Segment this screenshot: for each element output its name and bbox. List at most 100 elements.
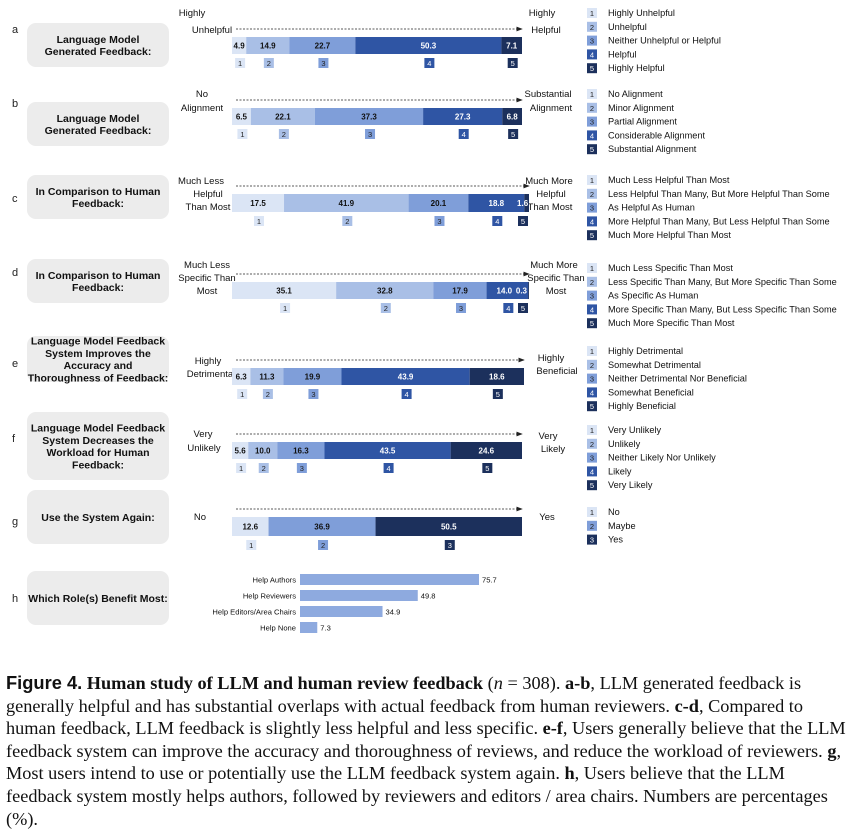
panel-f-index-number-2: 2 [262,464,266,473]
panel-b-value-label-2: 22.1 [275,113,291,122]
panel-b-left-label-line: Alignment [181,103,224,114]
panel-f-index-number-3: 3 [300,464,304,473]
panel-b-index-number-2: 2 [282,130,286,139]
panel-e-index-badge-1 [237,389,248,399]
panel-d-legend-swatch-1 [587,263,597,273]
panel-e-index-badge-4 [401,389,412,399]
panel-f-right-label-line: Likely [541,444,566,455]
panel-h-role-label-3: Help Editors/Area Chairs [212,608,296,617]
panel-f-legend-number-3: 3 [590,454,594,463]
caption-tag-ef: e-f [542,718,563,739]
panel-g-value-label-3: 50.5 [441,523,457,532]
panel-f-index-badge-2 [258,463,269,473]
panel-a-index-number-1: 1 [238,59,242,68]
panel-g-segment-1 [232,517,269,536]
panel-e-legend-number-2: 2 [590,361,594,370]
panel-e-index-number-5: 5 [496,390,500,399]
panel-d-question-line: In Comparison to Human [36,270,161,282]
panel-f-segment-3 [277,442,325,459]
panel-g-legend-label-2: Maybe [608,521,636,531]
panel-d-index-number-4: 4 [506,304,510,313]
panel-f-left-label-line: Unlikely [187,443,221,454]
panel-d-segment-1 [232,282,337,299]
panel-c-legend-label-2: Less Helpful Than Many, But More Helpful… [608,189,830,199]
panel-h-role-value-2: 49.8 [421,592,436,601]
panel-a-legend-swatch-1 [587,8,597,18]
panel-a-question-box [27,23,169,67]
panel-h-role-value-4: 7.3 [320,624,331,633]
panel-c-segment-3 [408,194,469,212]
panel-b-legend-label-5: Substantial Alignment [608,144,697,154]
panel-d-segment-4 [486,282,529,299]
panel-d-legend-swatch-2 [587,276,597,287]
panel-f-legend-label-2: Unlikely [608,439,641,449]
panel-b-segment-3 [314,108,424,125]
panel-c-legend-label-4: More Helpful Than Many, But Less Helpful… [608,216,830,226]
panel-b-question-box [27,102,169,146]
panel-f-left-label-line: Very [193,429,212,440]
caption-text-ef: , Users generally believe that the LLM f… [6,718,846,761]
caption-text-ab: , LLM generated feedback is generally he… [6,673,802,716]
panel-b-segment-1 [232,108,251,125]
panel-e-index-badge-2 [262,389,273,399]
panel-f-segment-1 [232,442,249,459]
panel-e-letter: e [12,358,18,370]
panel-c-value-label-3: 20.1 [431,199,447,208]
panel-g-index-badge-3 [444,540,455,550]
panel-e-right-label-line: Highly [538,353,565,364]
panel-g-index-badge-2 [318,540,329,550]
panel-b-right-label-line: Substantial [524,89,571,100]
panel-c-value-label-5: 1.6 [517,199,529,208]
panel-h-role-bar-4 [300,622,318,633]
panel-a-legend-number-3: 3 [590,37,594,46]
panel-d-legend-number-2: 2 [590,278,594,287]
panel-b-legend-label-2: Minor Alignment [608,103,674,113]
panel-b-legend-swatch-3 [587,116,597,127]
panel-e-legend-label-1: Highly Detrimental [608,346,683,356]
panel-d-right-label-line: Much More [530,260,578,271]
panel-d-legend-label-3: As Specific As Human [608,291,698,301]
panel-g-question-box [27,490,169,544]
panel-b-index-number-3: 3 [368,130,372,139]
panel-g-value-label-2: 36.9 [314,523,330,532]
panel-c-left-label-line: Helpful [193,189,223,200]
panel-c-legend-label-3: As Helpful As Human [608,203,695,213]
caption-tag-ab: a-b [565,673,591,693]
panel-d-value-label-2: 32.8 [377,287,393,296]
panel-d-legend-number-1: 1 [590,264,594,273]
panel-d-index-badge-2 [380,303,391,313]
panel-e-value-label-2: 11.3 [259,373,275,382]
caption-text-h: , Users believe that the LLM feedback sy… [6,763,828,829]
panel-a-index-number-3: 3 [321,59,325,68]
panel-f-legend-label-1: Very Unlikely [608,425,662,435]
panel-a-right-label-line: Helpful [531,25,561,36]
panel-b-legend-number-2: 2 [590,104,594,113]
panel-d-legend-number-3: 3 [590,292,594,301]
caption-title: Human study of LLM and human review feed… [86,673,484,693]
panel-b-segment-4 [423,108,503,125]
panel-d-letter: d [12,267,18,279]
panel-g-segment-2 [268,517,376,536]
panel-b-index-number-5: 5 [511,130,515,139]
caption-n-open: ( [487,673,494,693]
caption-n-rest: = 308). [502,673,561,693]
panel-c-legend-number-2: 2 [590,190,594,199]
panel-b-legend-number-4: 4 [590,131,594,140]
panel-c-left-label-line: Much Less [178,176,224,187]
panel-a-legend-number-2: 2 [590,23,594,32]
caption-tag-g: g [827,740,837,761]
panel-b-legend-swatch-4 [587,130,597,141]
panel-f-question-line: System Decreases the [42,435,154,447]
panel-d-right-label-line: Specific Than [527,273,584,284]
panel-f-legend-swatch-5 [587,480,597,491]
panel-b-legend-label-3: Partial Alignment [608,117,677,127]
panel-a-value-label-1: 4.9 [234,42,246,51]
panel-e-segment-2 [250,368,284,385]
panel-g-value-label-1: 12.6 [242,523,258,532]
panel-f-legend-number-1: 1 [590,426,594,435]
panel-f-letter: f [12,433,16,445]
panel-c-letter: c [12,193,18,205]
panel-f-segment-2 [248,442,278,459]
panel-d-legend-swatch-5 [587,318,597,329]
